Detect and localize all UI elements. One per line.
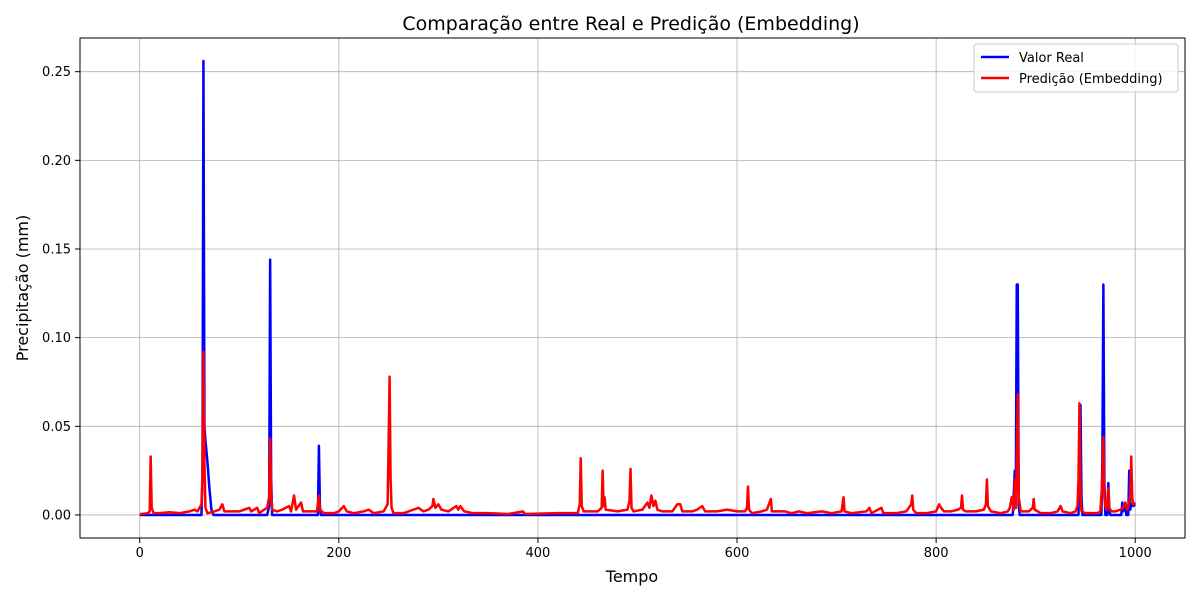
y-tick-label: 0.05 [42, 420, 71, 435]
plot-frame [79, 37, 1186, 539]
y-tick-label: 0.20 [42, 154, 71, 169]
chart-title: Comparação entre Real e Predição (Embedd… [402, 13, 859, 35]
legend-box [973, 43, 1179, 93]
legend-label-predicao: Predição (Embedding) [1019, 72, 1163, 87]
y-axis-label: Precipitação (mm) [13, 215, 32, 362]
y-tick-label: 0.00 [42, 508, 71, 523]
x-tick-label: 200 [326, 546, 351, 561]
series-line-predicao [139, 350, 1137, 516]
x-axis-label: Tempo [605, 567, 658, 586]
x-tick-label: 400 [526, 546, 551, 561]
legend-label-valor-real: Valor Real [1019, 51, 1084, 66]
y-tick-label: 0.25 [42, 65, 71, 80]
series-group [139, 59, 1137, 517]
ticks: 0 200 400 600 800 1000 0.00 0.05 0.10 0.15 0.20 0.2… [42, 65, 1152, 561]
x-tick-label: 0 [136, 546, 144, 561]
x-tick-label: 600 [725, 546, 750, 561]
y-tick-label: 0.10 [42, 331, 71, 346]
legend: Valor Real Predição (Embedding) [973, 43, 1179, 93]
x-tick-label: 1000 [1119, 546, 1152, 561]
y-tick-label: 0.15 [42, 242, 71, 257]
x-tick-label: 800 [924, 546, 949, 561]
